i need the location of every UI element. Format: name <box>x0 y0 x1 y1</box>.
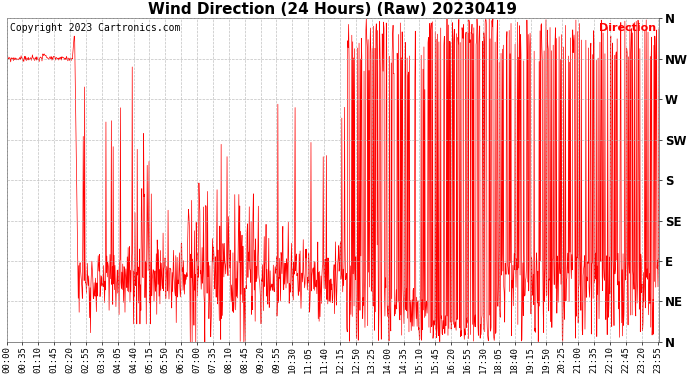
Text: Copyright 2023 Cartronics.com: Copyright 2023 Cartronics.com <box>10 23 180 33</box>
Text: Direction: Direction <box>599 23 656 33</box>
Title: Wind Direction (24 Hours) (Raw) 20230419: Wind Direction (24 Hours) (Raw) 20230419 <box>148 2 518 17</box>
